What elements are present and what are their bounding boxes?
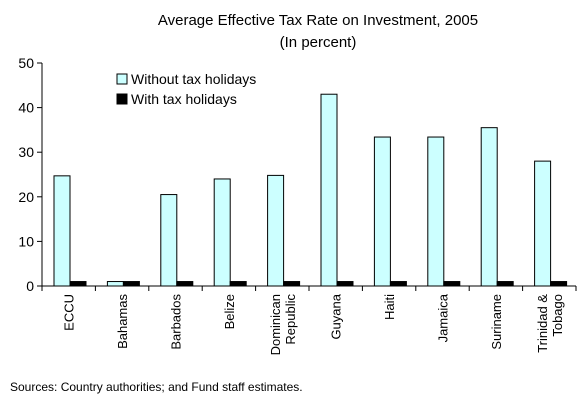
- legend-swatch: [116, 73, 128, 85]
- y-tick-label: 50: [18, 55, 34, 71]
- legend-label: Without tax holidays: [131, 71, 256, 87]
- x-category-label: Belize: [222, 294, 237, 329]
- y-tick-label: 20: [18, 189, 34, 205]
- x-category-label: Haiti: [382, 294, 397, 320]
- x-category-label: ECCU: [62, 294, 77, 331]
- x-category-label: Dominican: [268, 294, 283, 355]
- bar-with-tax-holidays: [496, 281, 514, 287]
- source-note: Sources: Country authorities; and Fund s…: [10, 380, 303, 394]
- bar-without-tax-holidays: [106, 281, 124, 287]
- bar-with-tax-holidays: [122, 281, 140, 287]
- bar-with-tax-holidays: [283, 281, 301, 287]
- bar-with-tax-holidays: [336, 281, 354, 287]
- x-category-label: Republic: [283, 294, 298, 345]
- bar-without-tax-holidays: [320, 93, 338, 287]
- y-tick-label: 0: [26, 278, 34, 294]
- x-category-label: Guyana: [329, 293, 344, 339]
- legend: Without tax holidays With tax holidays: [116, 71, 256, 107]
- bar-without-tax-holidays: [213, 178, 231, 287]
- bar-without-tax-holidays: [427, 136, 445, 287]
- x-category-label: Bahamas: [115, 294, 130, 349]
- chart-subtitle: (In percent): [280, 34, 357, 51]
- bar-with-tax-holidays: [69, 281, 87, 287]
- legend-swatch: [116, 93, 128, 105]
- bar-without-tax-holidays: [267, 174, 285, 287]
- x-category-label: Tobago: [550, 294, 565, 337]
- bar-with-tax-holidays: [176, 281, 194, 287]
- chart-title: Average Effective Tax Rate on Investment…: [158, 12, 478, 29]
- y-tick-label: 30: [18, 144, 34, 160]
- bar-without-tax-holidays: [373, 136, 391, 287]
- bar-without-tax-holidays: [160, 194, 178, 287]
- x-category-label: Jamaica: [436, 293, 451, 342]
- bar-without-tax-holidays: [53, 175, 71, 287]
- plot-area: 0 10 20 30 40 50 ECCU Bahamas Barbados Belize Domi…: [18, 55, 577, 355]
- x-category-label: Trinidad &: [535, 294, 550, 353]
- bar-without-tax-holidays: [480, 127, 498, 287]
- bar-with-tax-holidays: [550, 281, 568, 287]
- y-tick-label: 10: [18, 233, 34, 249]
- bar-with-tax-holidays: [389, 281, 407, 287]
- bar-with-tax-holidays: [229, 281, 247, 287]
- y-tick-label: 40: [18, 100, 34, 116]
- x-category-label: Suriname: [489, 294, 504, 350]
- bar-with-tax-holidays: [443, 281, 461, 287]
- legend-label: With tax holidays: [131, 91, 237, 107]
- bar-without-tax-holidays: [534, 160, 552, 287]
- x-category-label: Barbados: [169, 294, 184, 350]
